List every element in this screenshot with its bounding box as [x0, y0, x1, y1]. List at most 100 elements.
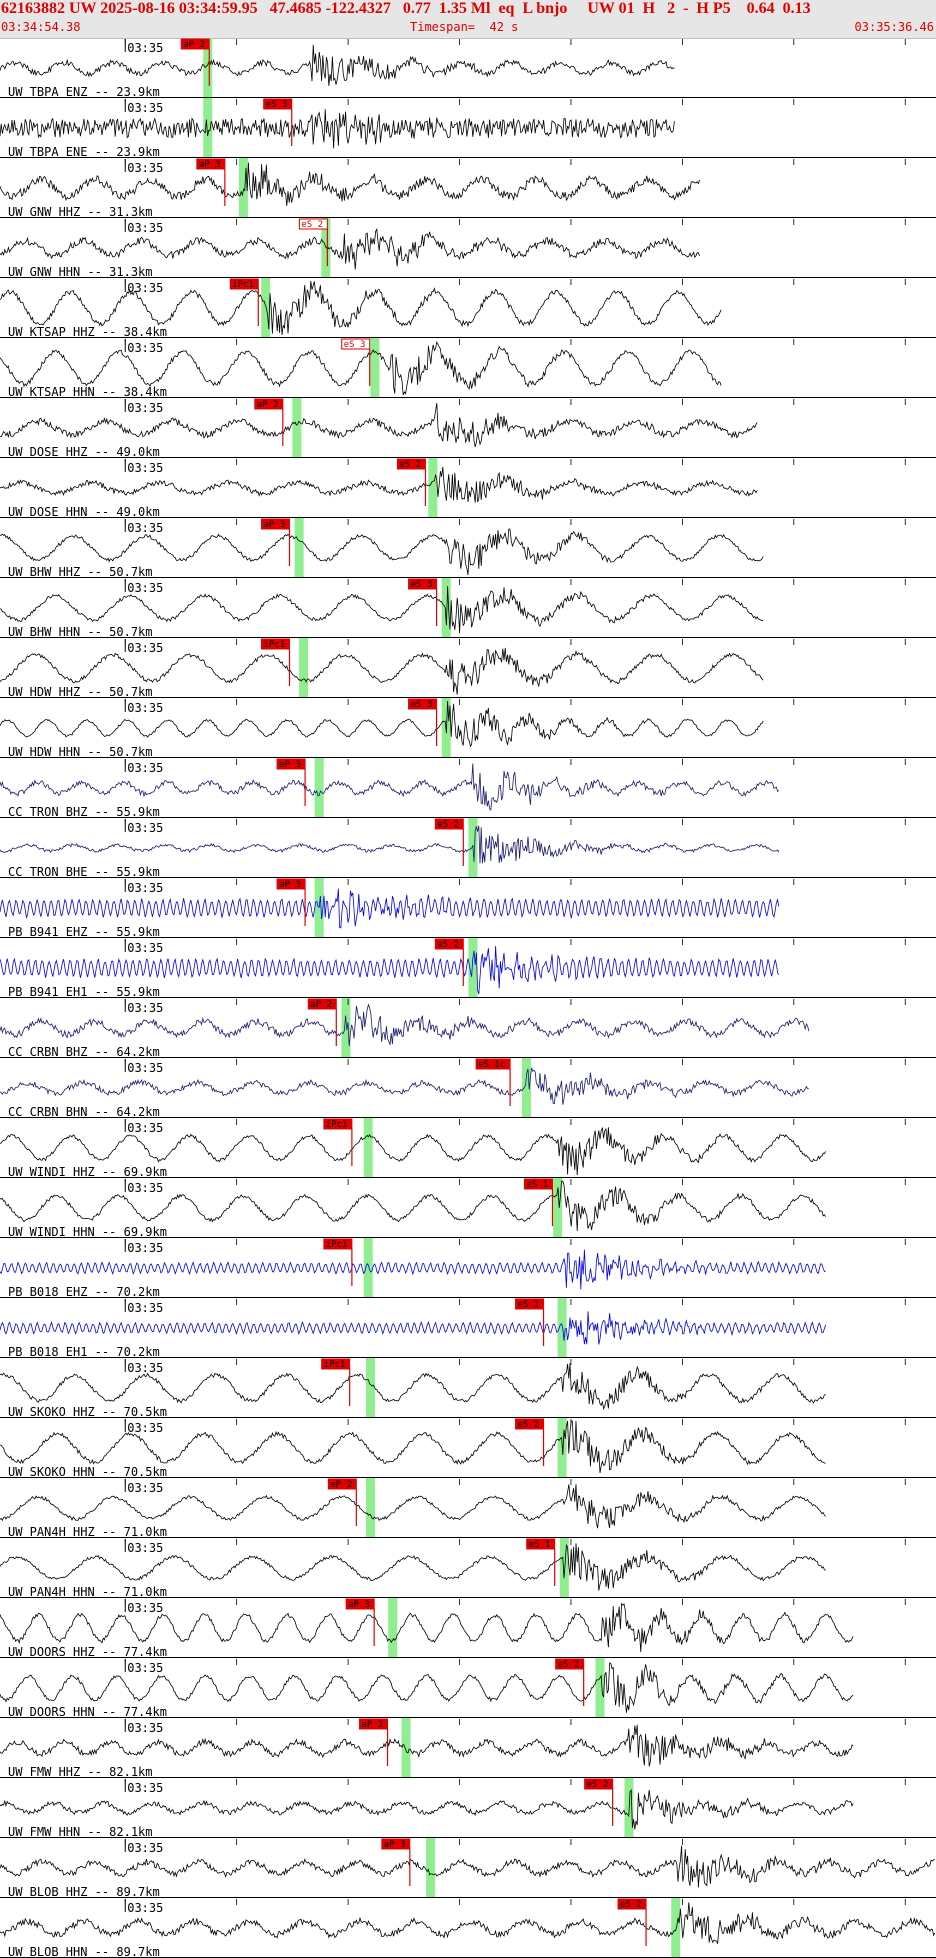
arrival-window-band — [426, 1838, 436, 1898]
pick-label: eS 1 — [526, 1180, 548, 1190]
station-label: PB B018 EH1 -- 70.2km — [8, 1345, 160, 1359]
minute-tick-label: 03:35 — [127, 641, 163, 655]
waveform-trace — [0, 1484, 826, 1529]
pick-flag — [555, 1658, 585, 1670]
station-label: CC CRBN BHN -- 64.2km — [8, 1105, 160, 1119]
waveform-trace — [0, 403, 758, 448]
arrival-window-band — [261, 278, 271, 338]
station-label: UW WINDI HHZ -- 69.9km — [8, 1165, 167, 1179]
trace-panel: 03:35 eS 2 UW SKOKO HHN -- 70.5km — [0, 1418, 936, 1479]
trace-panel: 03:35 eS 1 UW WINDI HHN -- 69.9km — [0, 1178, 936, 1239]
station-label: UW PAN4H HHZ -- 71.0km — [8, 1525, 167, 1539]
event-header: 62163882 UW 2025-08-16 03:34:59.95 47.46… — [0, 0, 936, 39]
minute-tick-label: 03:35 — [127, 761, 163, 775]
minute-tick-label: 03:35 — [127, 221, 163, 235]
station-label: UW GNW HHN -- 31.3km — [8, 265, 153, 279]
pick-flag — [327, 1478, 357, 1490]
minute-tick-label: 03:35 — [127, 1241, 163, 1255]
pick-flag — [526, 1538, 556, 1550]
arrival-window-band — [428, 458, 438, 518]
station-label: UW BHW HHZ -- 50.7km — [8, 565, 153, 579]
arrival-window-band — [595, 1658, 605, 1718]
trace-panel: 03:35 aP 2 UW FMW HHZ -- 82.1km — [0, 1718, 936, 1779]
station-label: CC TRON BHZ -- 55.9km — [8, 805, 160, 819]
waveform-trace — [0, 1311, 826, 1345]
trace-panel: 03:35 eS 2 UW BLOB HHN -- 89.7km — [0, 1898, 936, 1958]
arrival-window-band — [441, 578, 451, 638]
arrival-window-band — [363, 1238, 373, 1298]
waveform-trace — [0, 1662, 854, 1713]
pick-flag — [408, 698, 438, 710]
minute-tick-label: 03:35 — [127, 1121, 163, 1135]
pick-label: aP 3 — [279, 880, 301, 890]
arrival-window-band — [238, 158, 248, 218]
station-label: UW HDW HHN -- 50.7km — [8, 745, 153, 759]
arrival-window-band — [388, 1598, 398, 1658]
pick-label: eS 2 — [399, 460, 421, 470]
arrival-window-band — [468, 938, 478, 998]
pick-label: eP 3 — [279, 760, 301, 770]
trace-panel: 03:35 iPc1 UW HDW HHZ -- 50.7km — [0, 638, 936, 699]
pick-label: iPc1 — [232, 280, 254, 290]
station-label: UW FMW HHN -- 82.1km — [8, 1825, 153, 1839]
trace-panel: 03:35 iPc1 PB B018 EHZ -- 70.2km — [0, 1238, 936, 1299]
pick-flag — [475, 1058, 511, 1070]
arrival-window-band — [521, 1058, 531, 1118]
trace-panel: 03:35 iPc1 UW KTSAP HHZ -- 38.4km — [0, 278, 936, 339]
waveform-trace — [0, 1249, 826, 1290]
pick-label: aP 3 — [384, 1840, 406, 1850]
arrival-window-band — [557, 1298, 567, 1358]
minute-tick-label: 03:35 — [127, 341, 163, 355]
trace-panel: 03:35 eS 3 UW HDW HHN -- 50.7km — [0, 698, 936, 759]
pick-label: iPc1 — [324, 1360, 346, 1370]
waveform-trace — [0, 528, 764, 576]
station-label: UW BHW HHN -- 50.7km — [8, 625, 153, 639]
pick-flag — [584, 1778, 614, 1790]
trace-panel: 03:35 eS 3 UW TBPA ENE -- 23.9km — [0, 98, 936, 159]
pick-flag — [180, 38, 210, 50]
waveform-trace — [0, 586, 764, 634]
minute-tick-label: 03:35 — [127, 521, 163, 535]
waveform-trace — [0, 162, 700, 206]
minute-tick-label: 03:35 — [127, 701, 163, 715]
pick-flag — [408, 578, 438, 590]
station-label: UW BLOB HHZ -- 89.7km — [8, 1885, 160, 1899]
trace-panel: 03:35 aP 3 PB B941 EHZ -- 55.9km — [0, 878, 936, 939]
trace-panel: 03:35 aP 3 UW BHW HHZ -- 50.7km — [0, 518, 936, 579]
minute-tick-label: 03:35 — [127, 1001, 163, 1015]
waveform-trace — [0, 1180, 826, 1232]
pick-flag — [260, 638, 290, 650]
waveform-trace — [0, 1126, 826, 1176]
waveform-trace — [0, 1420, 826, 1474]
pick-label: eS 3 — [344, 340, 366, 350]
pick-flag — [341, 338, 371, 350]
trace-panel: 03:35 eS 1 UW PAN4H HHN -- 71.0km — [0, 1538, 936, 1599]
minute-tick-label: 03:35 — [127, 1361, 163, 1375]
trace-panel: 03:35 iPc1 UW WINDI HHZ -- 69.9km — [0, 1118, 936, 1179]
arrival-window-band — [370, 338, 380, 398]
station-label: PB B018 EHZ -- 70.2km — [8, 1285, 160, 1299]
trace-panel: 03:35 eS 1c CC CRBN BHN -- 64.2km — [0, 1058, 936, 1119]
waveform-trace — [0, 109, 675, 149]
trace-panel: 03:35 iPc1 UW SKOKO HHZ -- 70.5km — [0, 1358, 936, 1419]
pick-flag — [515, 1298, 545, 1310]
station-label: UW DOSE HHN -- 49.0km — [8, 505, 160, 519]
station-label: UW TBPA ENZ -- 23.9km — [8, 85, 160, 99]
station-label: UW WINDI HHN -- 69.9km — [8, 1225, 167, 1239]
pick-label: aP 2 — [362, 1720, 384, 1730]
station-label: UW DOORS HHZ -- 77.4km — [8, 1645, 167, 1659]
pick-label: eS 3 — [411, 700, 433, 710]
arrival-window-band — [671, 1898, 681, 1958]
pick-flag — [254, 398, 284, 410]
arrival-window-band — [341, 998, 351, 1058]
station-label: UW FMW HHZ -- 82.1km — [8, 1765, 153, 1779]
station-label: UW PAN4H HHN -- 71.0km — [8, 1585, 167, 1599]
pick-label: eS 2 — [301, 220, 323, 230]
minute-tick-label: 03:35 — [127, 1721, 163, 1735]
pick-label: eS 3 — [411, 580, 433, 590]
minute-tick-label: 03:35 — [127, 1661, 163, 1675]
waveform-trace — [0, 1724, 854, 1767]
trace-panel: 03:35 eS 3 UW KTSAP HHN -- 38.4km — [0, 338, 936, 399]
seismogram-plot: 03:35 aP 2 UW TBPA ENZ -- 23.9km 03:35 eS 3 U… — [0, 38, 936, 1958]
pick-flag — [359, 1718, 389, 1730]
